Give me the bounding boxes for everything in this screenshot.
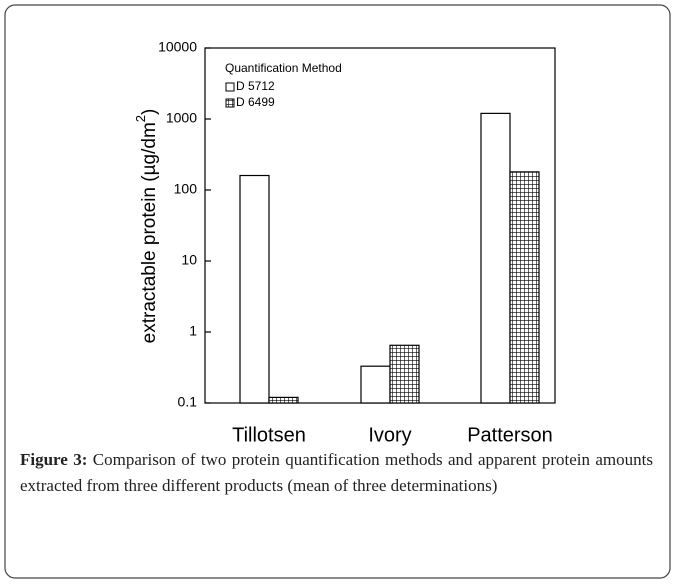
bar (509, 171, 540, 404)
y-axis-label: extractable protein (µg/dm2) (133, 109, 160, 344)
y-tick-label: 0.1 (178, 394, 198, 410)
y-tick-label: 10000 (158, 39, 197, 55)
legend-label: D 6499 (236, 95, 275, 109)
y-tick-label: 1000 (166, 110, 197, 126)
y-tick-label: 1 (189, 323, 197, 339)
legend-swatch (225, 98, 235, 108)
y-tick-label: 10 (181, 252, 197, 268)
x-tick-label: Patterson (467, 424, 553, 446)
legend-label: D 5712 (236, 79, 275, 93)
y-tick-label: 100 (174, 181, 198, 197)
legend-swatch (225, 82, 235, 92)
bar (239, 174, 270, 404)
bar (268, 396, 299, 404)
x-tick-label: Ivory (368, 424, 411, 446)
bar (360, 365, 391, 404)
bar (480, 112, 511, 404)
x-tick-label: Tillotsen (232, 424, 306, 446)
caption-label: Figure 3: (20, 450, 88, 469)
figure-border (4, 4, 671, 579)
caption-text: Comparison of two protein quantification… (20, 450, 653, 495)
bar (389, 344, 420, 404)
legend-title: Quantification Method (225, 61, 342, 75)
caption: Figure 3: Comparison of two protein quan… (20, 447, 653, 499)
